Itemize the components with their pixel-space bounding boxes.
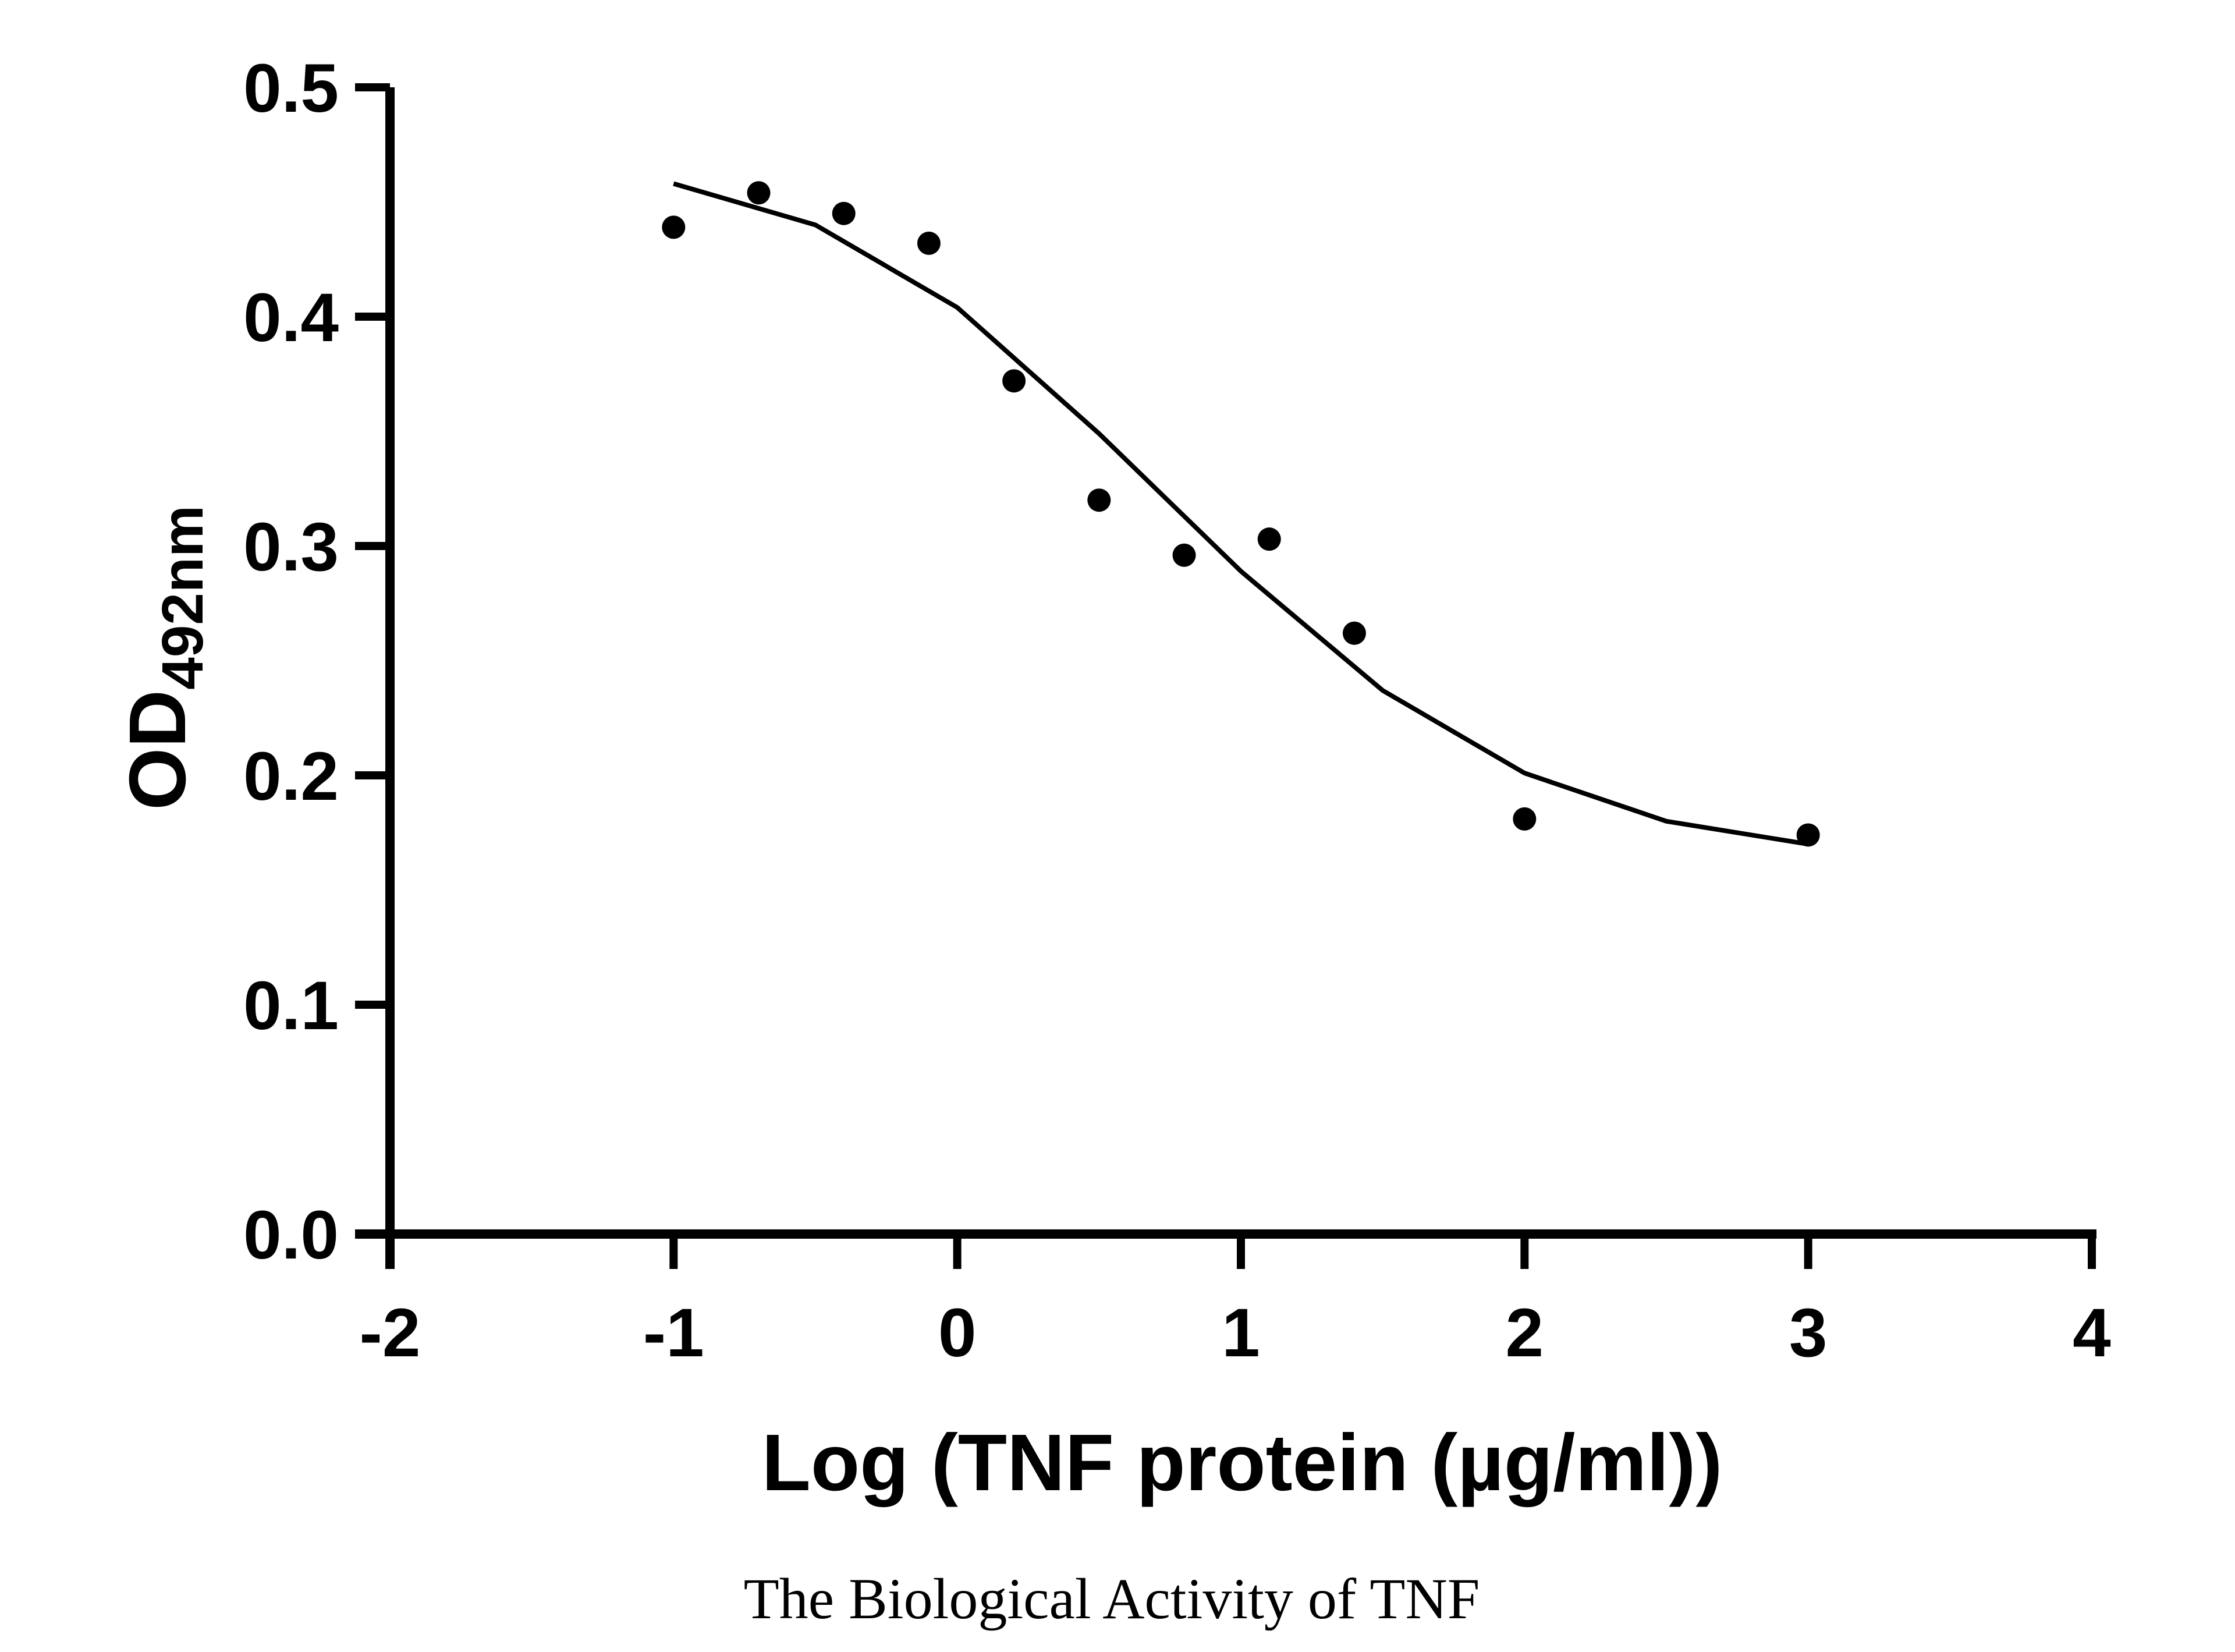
sigmoid-fit-line	[673, 181, 1809, 847]
data-point	[1513, 807, 1537, 831]
data-point	[1172, 543, 1196, 567]
data-point	[1002, 369, 1026, 393]
y-tick-label: 0.1	[243, 967, 339, 1044]
x-tick-label: 3	[1789, 1295, 1828, 1371]
axis-labels: OD492nm Log (TNF protein (µg/ml)) The Bi…	[113, 505, 1722, 1631]
y-axis-title: OD492nm	[113, 505, 215, 810]
x-tick-label: 2	[1506, 1295, 1544, 1371]
data-points	[662, 181, 1820, 847]
fit-curve	[673, 181, 1809, 847]
y-tick-label: 0.4	[243, 279, 339, 356]
data-point	[1342, 621, 1366, 645]
axes: 0.0 0.1 0.2 0.3 0.4 0.5 -2 -1 0 1 2 3 4	[243, 50, 2111, 1371]
figure-caption: The Biological Activity of TNF	[744, 1566, 1480, 1631]
data-point	[832, 201, 856, 225]
x-tick-label: -1	[643, 1295, 704, 1371]
y-tick-label: 0.2	[243, 738, 339, 815]
y-tick-label: 0.5	[243, 50, 339, 127]
x-tick-label: 0	[938, 1295, 977, 1371]
y-tick-label: 0.3	[243, 509, 339, 586]
data-point	[747, 181, 771, 205]
data-point	[1257, 527, 1281, 551]
x-tick-label: 1	[1222, 1295, 1260, 1371]
x-axis-title: Log (TNF protein (µg/ml))	[762, 1418, 1723, 1508]
data-point	[1796, 823, 1820, 847]
data-point	[662, 215, 686, 239]
x-tick-label: 4	[2073, 1295, 2111, 1371]
y-tick-label: 0.0	[243, 1197, 339, 1274]
data-point	[917, 231, 941, 255]
x-tick-label: -2	[360, 1295, 421, 1371]
data-point	[1087, 488, 1111, 512]
